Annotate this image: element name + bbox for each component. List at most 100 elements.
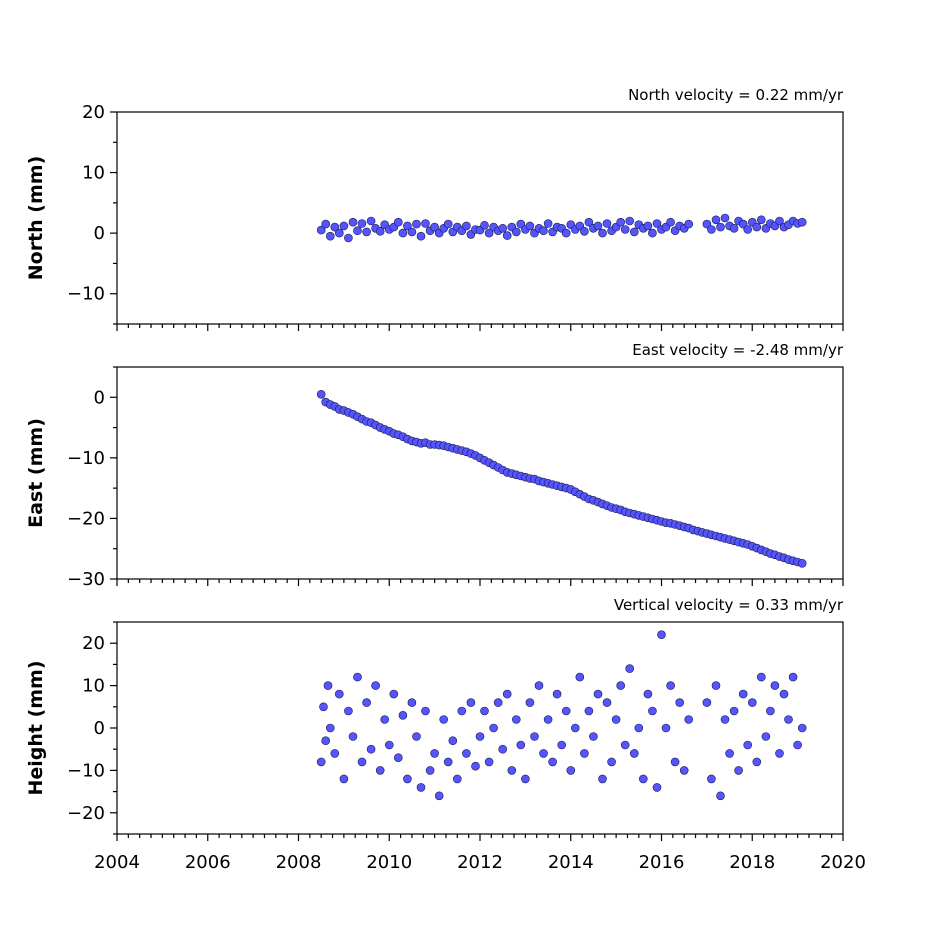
data-point bbox=[430, 222, 439, 232]
data-point bbox=[498, 744, 508, 754]
data-point bbox=[593, 689, 603, 699]
y-tick-label: −10 bbox=[67, 448, 105, 469]
data-point bbox=[484, 228, 494, 238]
data-point bbox=[616, 681, 626, 690]
data-point bbox=[797, 217, 807, 227]
data-point bbox=[319, 702, 328, 712]
data-point bbox=[643, 221, 653, 231]
y-tick-label: 20 bbox=[82, 633, 105, 654]
data-point bbox=[462, 221, 471, 231]
data-point bbox=[738, 689, 748, 699]
data-point bbox=[493, 698, 503, 707]
data-point bbox=[607, 757, 616, 767]
data-point bbox=[625, 216, 635, 226]
data-point bbox=[362, 698, 371, 707]
data-point bbox=[371, 681, 380, 690]
data-point bbox=[521, 774, 530, 784]
data-point bbox=[366, 216, 376, 226]
data-point bbox=[775, 216, 784, 226]
data-point bbox=[484, 757, 494, 767]
data-point bbox=[566, 766, 576, 775]
data-point bbox=[384, 740, 394, 750]
data-point bbox=[321, 736, 331, 746]
data-point bbox=[353, 672, 362, 682]
y-tick-label: 0 bbox=[94, 718, 105, 739]
data-point bbox=[580, 749, 589, 758]
data-point bbox=[507, 766, 517, 775]
data-point bbox=[720, 715, 730, 724]
data-point bbox=[439, 715, 449, 724]
data-point bbox=[593, 221, 603, 231]
data-point bbox=[534, 681, 544, 690]
data-point bbox=[797, 558, 807, 568]
data-point bbox=[543, 715, 553, 724]
data-point bbox=[452, 774, 462, 784]
data-point bbox=[725, 749, 734, 758]
data-point bbox=[339, 221, 349, 231]
data-point bbox=[321, 219, 331, 229]
data-point bbox=[711, 681, 721, 690]
y-tick-label: −20 bbox=[67, 803, 105, 824]
panel-title: Vertical velocity = 0.33 mm/yr bbox=[614, 596, 844, 614]
data-point bbox=[362, 227, 371, 237]
data-point bbox=[561, 706, 571, 716]
x-tick-label: 2014 bbox=[548, 852, 594, 873]
data-point bbox=[629, 749, 639, 758]
data-point bbox=[580, 227, 589, 236]
y-axis-label: Height (mm) bbox=[25, 660, 47, 795]
data-point bbox=[611, 715, 621, 724]
data-point bbox=[616, 217, 626, 227]
data-point bbox=[761, 732, 771, 741]
data-point bbox=[734, 766, 743, 775]
data-point bbox=[375, 227, 385, 236]
data-point bbox=[344, 706, 353, 716]
plot-frame bbox=[116, 111, 844, 325]
data-point bbox=[421, 219, 430, 228]
data-point bbox=[416, 783, 426, 792]
y-tick-label: 10 bbox=[82, 676, 105, 697]
data-point bbox=[561, 228, 571, 238]
x-tick-label: 2008 bbox=[276, 852, 322, 873]
data-point bbox=[357, 219, 367, 228]
y-tick-label: 10 bbox=[82, 163, 105, 184]
data-point bbox=[339, 774, 349, 784]
data-point bbox=[756, 672, 766, 682]
data-point bbox=[525, 221, 535, 231]
data-point bbox=[475, 732, 485, 741]
data-point bbox=[602, 219, 612, 228]
data-point bbox=[716, 791, 725, 801]
panel-title: East velocity = -2.48 mm/yr bbox=[632, 341, 844, 359]
data-point bbox=[334, 689, 344, 699]
data-point bbox=[330, 749, 340, 758]
data-point bbox=[548, 757, 557, 767]
data-point bbox=[675, 698, 685, 707]
y-tick-label: −10 bbox=[67, 760, 105, 781]
north-panel: North velocity = 0.22 mm/yr North (mm) −… bbox=[25, 86, 844, 331]
data-point bbox=[539, 749, 548, 758]
data-point bbox=[779, 689, 789, 699]
data-point bbox=[620, 740, 630, 750]
y-axis-label: North (mm) bbox=[25, 156, 47, 281]
data-point bbox=[448, 736, 458, 746]
data-point bbox=[766, 706, 775, 716]
data-point bbox=[325, 723, 335, 733]
data-point bbox=[752, 757, 762, 767]
data-point bbox=[434, 791, 444, 801]
y-tick-label: 0 bbox=[94, 223, 105, 244]
data-point bbox=[620, 225, 630, 234]
y-tick-label: 0 bbox=[94, 387, 105, 408]
data-point bbox=[344, 233, 353, 243]
data-point bbox=[552, 689, 562, 699]
axes: −10 0 10 20 bbox=[67, 102, 844, 331]
data-point bbox=[793, 740, 802, 750]
data-point bbox=[480, 706, 489, 716]
data-point bbox=[525, 698, 535, 707]
data-point bbox=[416, 231, 426, 241]
plot-frame bbox=[116, 621, 844, 835]
data-point bbox=[471, 761, 480, 771]
data-point bbox=[657, 630, 666, 640]
data-point bbox=[421, 706, 430, 716]
y-tick-label: −30 bbox=[67, 569, 105, 590]
data-point bbox=[557, 740, 567, 750]
data-point bbox=[684, 715, 694, 724]
